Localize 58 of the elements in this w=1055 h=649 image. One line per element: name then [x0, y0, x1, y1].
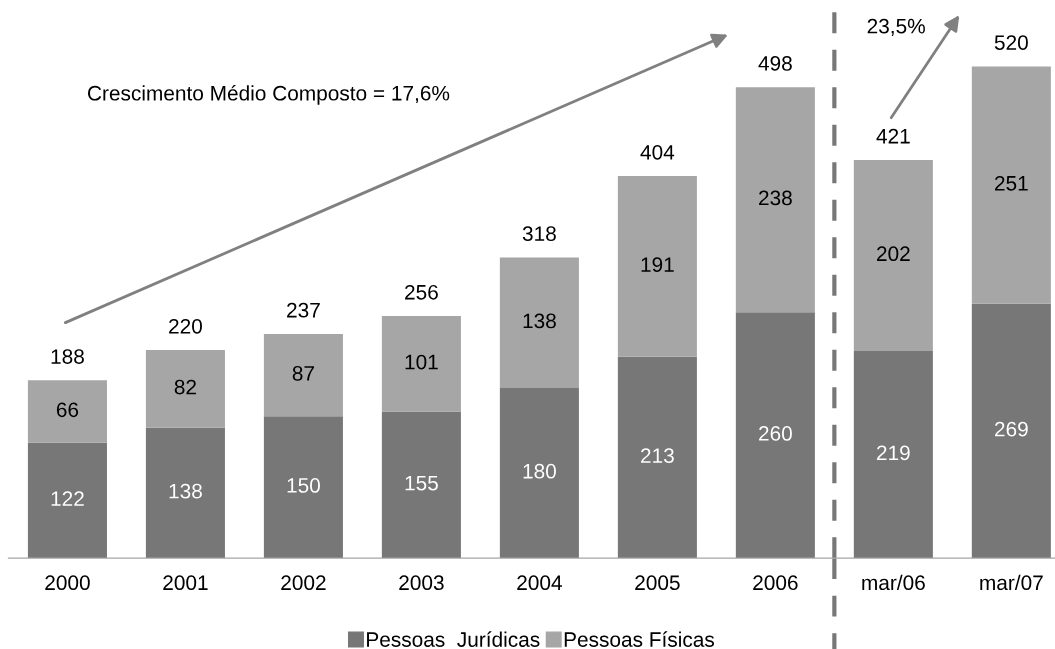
x-tick-label: 2000 [45, 575, 90, 591]
x-tick-label: 2005 [635, 575, 680, 591]
bar [27, 442, 107, 559]
data-label: 269 [995, 421, 1028, 437]
data-label: 260 [759, 426, 792, 441]
bar [853, 351, 933, 559]
total-label: 256 [405, 284, 438, 300]
x-tick-label: 2004 [517, 575, 562, 591]
data-label: 138 [169, 483, 202, 499]
total-label: 318 [522, 226, 556, 241]
bar [145, 427, 225, 559]
x-tick-label: 2006 [753, 575, 798, 591]
bar [617, 356, 697, 559]
total-label: 520 [994, 35, 1028, 50]
legend-label: Pessoas Jurídicas [367, 631, 540, 647]
data-label: 251 [995, 175, 1028, 191]
bar [499, 387, 579, 559]
data-label: 122 [51, 491, 84, 506]
x-tick-label: 2002 [281, 575, 326, 591]
bar [263, 416, 343, 559]
text: 23,5% [867, 18, 925, 36]
data-label: 87 [292, 365, 314, 381]
bar [381, 411, 461, 559]
data-label: 180 [523, 463, 556, 479]
data-label: 138 [523, 313, 556, 329]
bar [735, 312, 815, 559]
total-label: 188 [51, 349, 84, 364]
bar [971, 66, 1051, 304]
bar [853, 160, 933, 352]
bar [617, 176, 697, 357]
total-label: 498 [758, 56, 792, 71]
data-label: 101 [405, 354, 438, 370]
total-label: 237 [287, 302, 320, 318]
total-label: 404 [640, 144, 675, 160]
data-label: 213 [641, 448, 674, 464]
bar [735, 87, 815, 313]
total-label: 421 [876, 128, 910, 144]
bar [499, 257, 579, 388]
x-tick-label: 2001 [163, 575, 208, 591]
data-label: 202 [877, 246, 910, 262]
data-label: 219 [877, 445, 910, 461]
x-tick-label: 2003 [399, 575, 444, 591]
data-label: 82 [174, 379, 196, 395]
data-label: 191 [641, 257, 674, 272]
annotation: Crescimento Médio Composto = 17,6% [87, 85, 450, 105]
data-label: 155 [405, 475, 438, 491]
data-label: 238 [759, 190, 792, 206]
data-label: 150 [287, 478, 320, 493]
data-label: 66 [56, 402, 79, 418]
bar [145, 350, 225, 428]
x-tick-label: mar/07 [980, 574, 1043, 591]
bar [381, 316, 461, 412]
bar [971, 303, 1051, 559]
bar [263, 334, 343, 417]
bar [27, 380, 107, 443]
x-tick-label: mar/06 [862, 574, 925, 591]
legend-label: Pessoas Físicas [564, 631, 715, 647]
total-label: 220 [169, 318, 202, 334]
